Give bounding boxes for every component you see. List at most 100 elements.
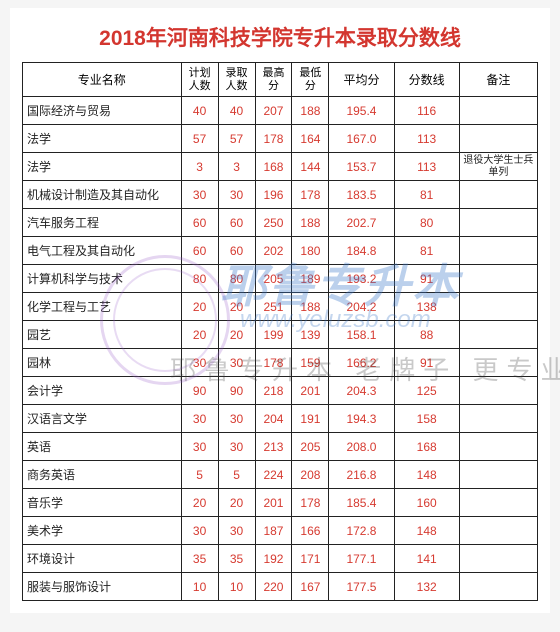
table-row: 会计学9090218201204.3125 bbox=[23, 377, 538, 405]
cell-number: 205 bbox=[255, 265, 292, 293]
cell-number: 91 bbox=[394, 349, 459, 377]
cell-number: 30 bbox=[218, 405, 255, 433]
cell-major: 园艺 bbox=[23, 321, 182, 349]
cell-number: 35 bbox=[181, 545, 218, 573]
cell-number: 188 bbox=[292, 293, 329, 321]
cell-number: 202.7 bbox=[329, 209, 394, 237]
cell-number: 250 bbox=[255, 209, 292, 237]
cell-remark bbox=[459, 97, 537, 125]
cell-number: 167 bbox=[292, 573, 329, 601]
cell-major: 园林 bbox=[23, 349, 182, 377]
cell-number: 30 bbox=[181, 433, 218, 461]
cell-number: 132 bbox=[394, 573, 459, 601]
cell-remark bbox=[459, 405, 537, 433]
cell-number: 80 bbox=[394, 209, 459, 237]
cell-major: 化学工程与工艺 bbox=[23, 293, 182, 321]
cell-number: 205 bbox=[292, 433, 329, 461]
cell-number: 177.5 bbox=[329, 573, 394, 601]
cell-number: 172.8 bbox=[329, 517, 394, 545]
cell-major: 美术学 bbox=[23, 517, 182, 545]
cell-number: 196 bbox=[255, 181, 292, 209]
cell-number: 204.3 bbox=[329, 377, 394, 405]
cell-number: 180 bbox=[292, 237, 329, 265]
cell-number: 208 bbox=[292, 461, 329, 489]
cell-major: 机械设计制造及其自动化 bbox=[23, 181, 182, 209]
cell-number: 158 bbox=[394, 405, 459, 433]
cell-number: 30 bbox=[218, 181, 255, 209]
cell-number: 204.2 bbox=[329, 293, 394, 321]
cell-number: 251 bbox=[255, 293, 292, 321]
cell-number: 213 bbox=[255, 433, 292, 461]
cell-number: 88 bbox=[394, 321, 459, 349]
score-table: 专业名称计划人数录取人数最高分最低分平均分分数线备注 国际经济与贸易404020… bbox=[22, 62, 538, 601]
cell-major: 音乐学 bbox=[23, 489, 182, 517]
cell-remark bbox=[459, 321, 537, 349]
cell-number: 208.0 bbox=[329, 433, 394, 461]
cell-number: 194.3 bbox=[329, 405, 394, 433]
cell-number: 113 bbox=[394, 153, 459, 181]
cell-number: 178 bbox=[292, 181, 329, 209]
cell-number: 90 bbox=[181, 377, 218, 405]
cell-number: 224 bbox=[255, 461, 292, 489]
cell-number: 201 bbox=[255, 489, 292, 517]
cell-number: 192 bbox=[255, 545, 292, 573]
cell-number: 57 bbox=[181, 125, 218, 153]
cell-remark bbox=[459, 293, 537, 321]
cell-number: 148 bbox=[394, 461, 459, 489]
cell-remark bbox=[459, 461, 537, 489]
cell-number: 183.5 bbox=[329, 181, 394, 209]
cell-number: 30 bbox=[218, 349, 255, 377]
cell-remark bbox=[459, 209, 537, 237]
cell-major: 汉语言文学 bbox=[23, 405, 182, 433]
cell-number: 166.2 bbox=[329, 349, 394, 377]
cell-number: 40 bbox=[181, 97, 218, 125]
table-row: 机械设计制造及其自动化3030196178183.581 bbox=[23, 181, 538, 209]
cell-number: 3 bbox=[218, 153, 255, 181]
cell-number: 178 bbox=[255, 125, 292, 153]
table-row: 音乐学2020201178185.4160 bbox=[23, 489, 538, 517]
cell-number: 201 bbox=[292, 377, 329, 405]
cell-remark bbox=[459, 377, 537, 405]
cell-number: 81 bbox=[394, 237, 459, 265]
cell-number: 3 bbox=[181, 153, 218, 181]
cell-number: 148 bbox=[394, 517, 459, 545]
page: 2018年河南科技学院专升本录取分数线 专业名称计划人数录取人数最高分最低分平均… bbox=[10, 8, 550, 613]
col-header: 备注 bbox=[459, 63, 537, 97]
cell-major: 环境设计 bbox=[23, 545, 182, 573]
cell-remark bbox=[459, 489, 537, 517]
cell-number: 168 bbox=[255, 153, 292, 181]
cell-number: 35 bbox=[218, 545, 255, 573]
table-row: 园林3030178159166.291 bbox=[23, 349, 538, 377]
cell-number: 141 bbox=[394, 545, 459, 573]
cell-major: 服装与服饰设计 bbox=[23, 573, 182, 601]
col-header: 平均分 bbox=[329, 63, 394, 97]
cell-number: 166 bbox=[292, 517, 329, 545]
cell-remark bbox=[459, 517, 537, 545]
table-row: 法学5757178164167.0113 bbox=[23, 125, 538, 153]
table-row: 环境设计3535192171177.1141 bbox=[23, 545, 538, 573]
cell-number: 30 bbox=[181, 349, 218, 377]
table-row: 化学工程与工艺2020251188204.2138 bbox=[23, 293, 538, 321]
table-row: 美术学3030187166172.8148 bbox=[23, 517, 538, 545]
cell-remark: 退役大学生士兵单列 bbox=[459, 153, 537, 181]
cell-number: 90 bbox=[218, 377, 255, 405]
col-header: 最低分 bbox=[292, 63, 329, 97]
table-head: 专业名称计划人数录取人数最高分最低分平均分分数线备注 bbox=[23, 63, 538, 97]
cell-remark bbox=[459, 349, 537, 377]
cell-number: 185.4 bbox=[329, 489, 394, 517]
cell-number: 187 bbox=[255, 517, 292, 545]
cell-major: 商务英语 bbox=[23, 461, 182, 489]
cell-number: 113 bbox=[394, 125, 459, 153]
cell-remark bbox=[459, 125, 537, 153]
cell-major: 英语 bbox=[23, 433, 182, 461]
cell-number: 193.2 bbox=[329, 265, 394, 293]
cell-number: 81 bbox=[394, 181, 459, 209]
cell-remark bbox=[459, 433, 537, 461]
cell-number: 20 bbox=[218, 489, 255, 517]
cell-major: 计算机科学与技术 bbox=[23, 265, 182, 293]
cell-number: 30 bbox=[218, 517, 255, 545]
cell-number: 5 bbox=[218, 461, 255, 489]
col-header: 专业名称 bbox=[23, 63, 182, 97]
page-title: 2018年河南科技学院专升本录取分数线 bbox=[22, 16, 538, 62]
col-header: 计划人数 bbox=[181, 63, 218, 97]
